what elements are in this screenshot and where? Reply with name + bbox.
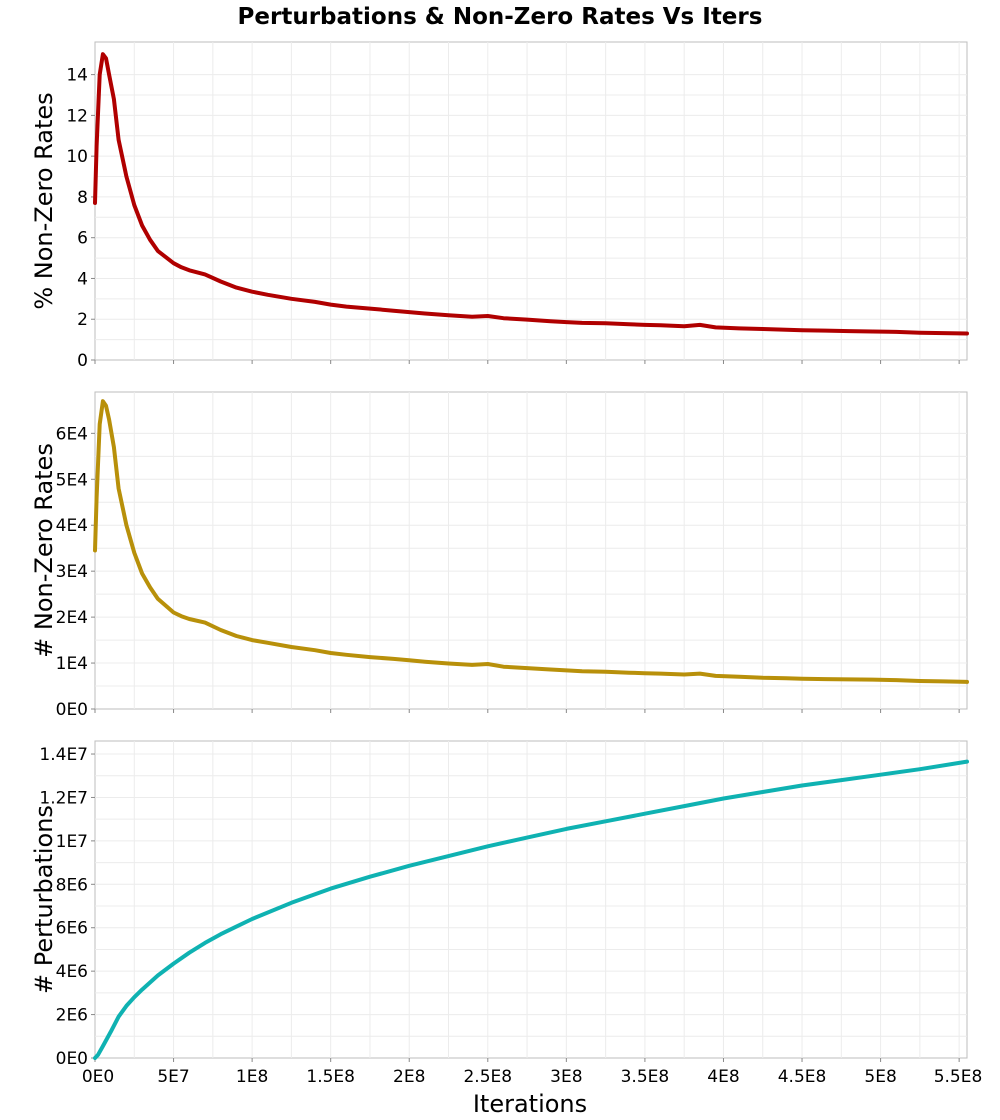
x-tick-label: 0E0 — [82, 1067, 114, 1087]
panel-3: 0E0 2E6 4E6 6E6 8E6 1E7 1.2E7 1.4E7 # Perturbati… — [30, 740, 969, 1069]
panel-1: 0 2 4 6 8 10 12 14 % Non-Zero Rates — [30, 41, 969, 371]
x-tick-label: 4.5E8 — [778, 1067, 827, 1087]
panel-1-y-tick-label: 8 — [77, 188, 88, 208]
x-axis: 0E0 5E7 1E8 1.5E8 2E8 2.5E8 3E8 3.5E8 4E8 4.5E8 5E… — [82, 1067, 982, 1087]
panel-3-y-tick-label: 4E6 — [56, 962, 88, 982]
x-tick-label: 2E8 — [393, 1067, 425, 1087]
panel-3-y-tick-label: 1E7 — [56, 832, 88, 852]
panel-2-y-tick-label: 2E4 — [56, 608, 88, 628]
panel-2-y-tick-label: 4E4 — [56, 516, 88, 536]
panel-1-plot-area — [94, 41, 968, 361]
panel-1-y-tick-label: 4 — [77, 269, 88, 289]
panel-3-y-tick-label: 0E0 — [56, 1049, 88, 1069]
panel-2-y-tick-label: 5E4 — [56, 470, 88, 490]
x-tick-label: 2.5E8 — [463, 1067, 512, 1087]
x-tick-label: 1.5E8 — [306, 1067, 355, 1087]
panel-3-y-tick-label: 1.2E7 — [39, 788, 88, 808]
panel-2-y-tick-label: 0E0 — [56, 700, 88, 720]
panel-1-series-line — [93, 52, 969, 336]
panel-1-y-axis-label: % Non-Zero Rates — [30, 92, 58, 309]
x-tick-label: 3E8 — [550, 1067, 582, 1087]
panel-1-y-tick-label: 10 — [66, 147, 88, 167]
panel-1-y-tick-label: 0 — [77, 351, 88, 371]
x-tick-label: 5E7 — [157, 1067, 189, 1087]
x-tick-label: 4E8 — [707, 1067, 739, 1087]
panel-1-y-tick-label: 2 — [77, 310, 88, 330]
panel-3-y-tick-label: 2E6 — [56, 1006, 88, 1026]
panel-2-y-tick-label: 3E4 — [56, 562, 88, 582]
panel-1-y-tick-label: 6 — [77, 229, 88, 249]
panel-2-y-tick-label: 6E4 — [56, 424, 88, 444]
panel-3-series-line — [93, 759, 969, 1060]
panel-1-y-tick-label: 12 — [66, 106, 88, 126]
x-axis-label: Iterations — [473, 1090, 587, 1118]
x-tick-label: 1E8 — [236, 1067, 268, 1087]
panel-2-y-tick-label: 1E4 — [56, 654, 88, 674]
x-tick-label: 5E8 — [864, 1067, 896, 1087]
panel-3-y-tick-label: 8E6 — [56, 875, 88, 895]
panel-3-plot-area — [94, 740, 968, 1059]
panel-2-y-axis-label: # Non-Zero Rates — [30, 443, 58, 658]
panel-2-series-line — [93, 399, 969, 684]
x-tick-label: 3.5E8 — [621, 1067, 670, 1087]
panel-1-y-tick-label: 14 — [66, 66, 88, 86]
chart-panels: 0 2 4 6 8 10 12 14 % Non-Zero Rates 0E0 1E4 2E4 3E4 4… — [30, 41, 982, 1087]
panel-3-y-axis-label: # Perturbations — [30, 805, 58, 994]
x-tick-label: 5.5E8 — [934, 1067, 983, 1087]
panel-2-plot-area — [94, 391, 968, 710]
panel-3-y-tick-label: 6E6 — [56, 919, 88, 939]
panel-2: 0E0 1E4 2E4 3E4 4E4 5E4 6E4# Non-Zero Rates — [30, 391, 969, 720]
panel-3-y-tick-label: 1.4E7 — [39, 745, 88, 765]
chart-title: Perturbations & Non-Zero Rates Vs Iters — [238, 4, 763, 30]
